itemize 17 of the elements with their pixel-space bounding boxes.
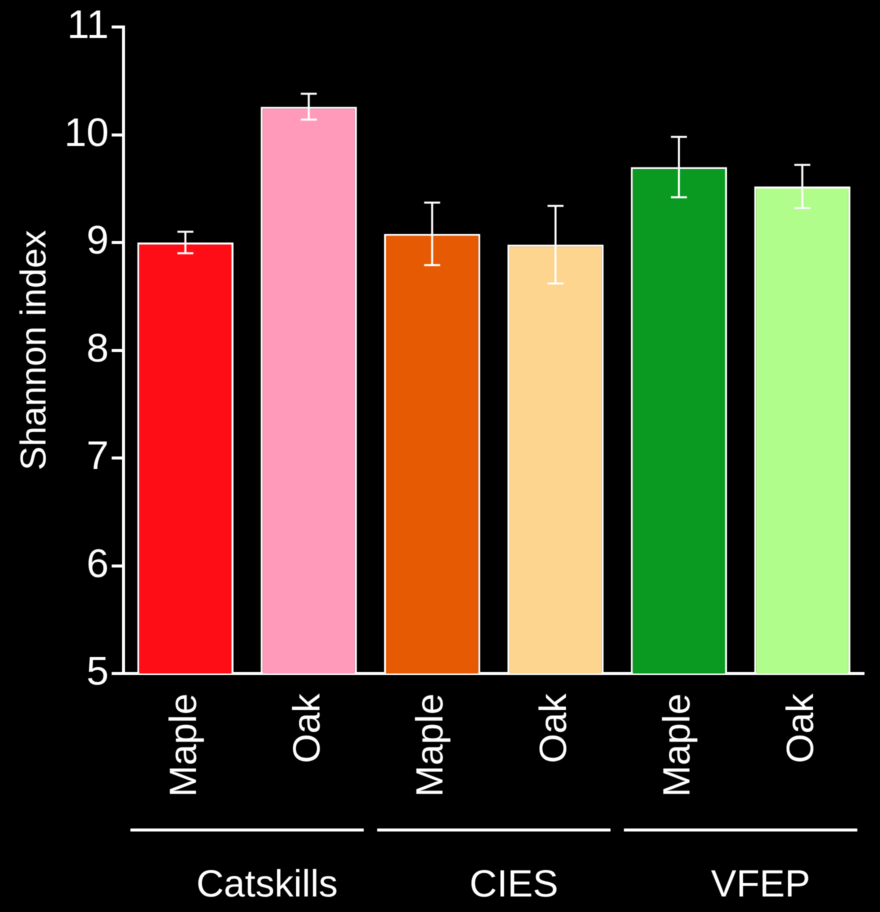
- y-tick-label: 6: [86, 542, 109, 586]
- y-tick-label: 9: [86, 218, 109, 263]
- x-tick-label: Maple: [656, 694, 698, 797]
- x-tick-label: Oak: [533, 692, 576, 764]
- y-tick-label: 10: [64, 110, 109, 155]
- y-axis-title: Shannon index: [12, 230, 54, 470]
- text: CIES: [469, 863, 558, 906]
- y-tick-label: 11: [67, 3, 109, 48]
- text: Catskills: [196, 863, 338, 906]
- x-tick-label: Oak: [286, 692, 328, 764]
- y-tick-label: 8: [86, 326, 109, 370]
- x-tick-label: Oak: [780, 692, 822, 764]
- y-tick-label: 7: [86, 434, 109, 478]
- x-tick-label: Maple: [410, 694, 452, 797]
- x-tick-label: Maple: [162, 694, 205, 797]
- y-tick-label: 5: [86, 650, 109, 694]
- text: VFEP: [710, 863, 810, 906]
